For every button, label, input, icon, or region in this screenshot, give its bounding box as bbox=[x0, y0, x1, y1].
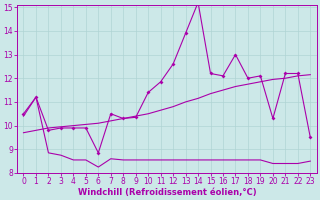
X-axis label: Windchill (Refroidissement éolien,°C): Windchill (Refroidissement éolien,°C) bbox=[77, 188, 256, 197]
